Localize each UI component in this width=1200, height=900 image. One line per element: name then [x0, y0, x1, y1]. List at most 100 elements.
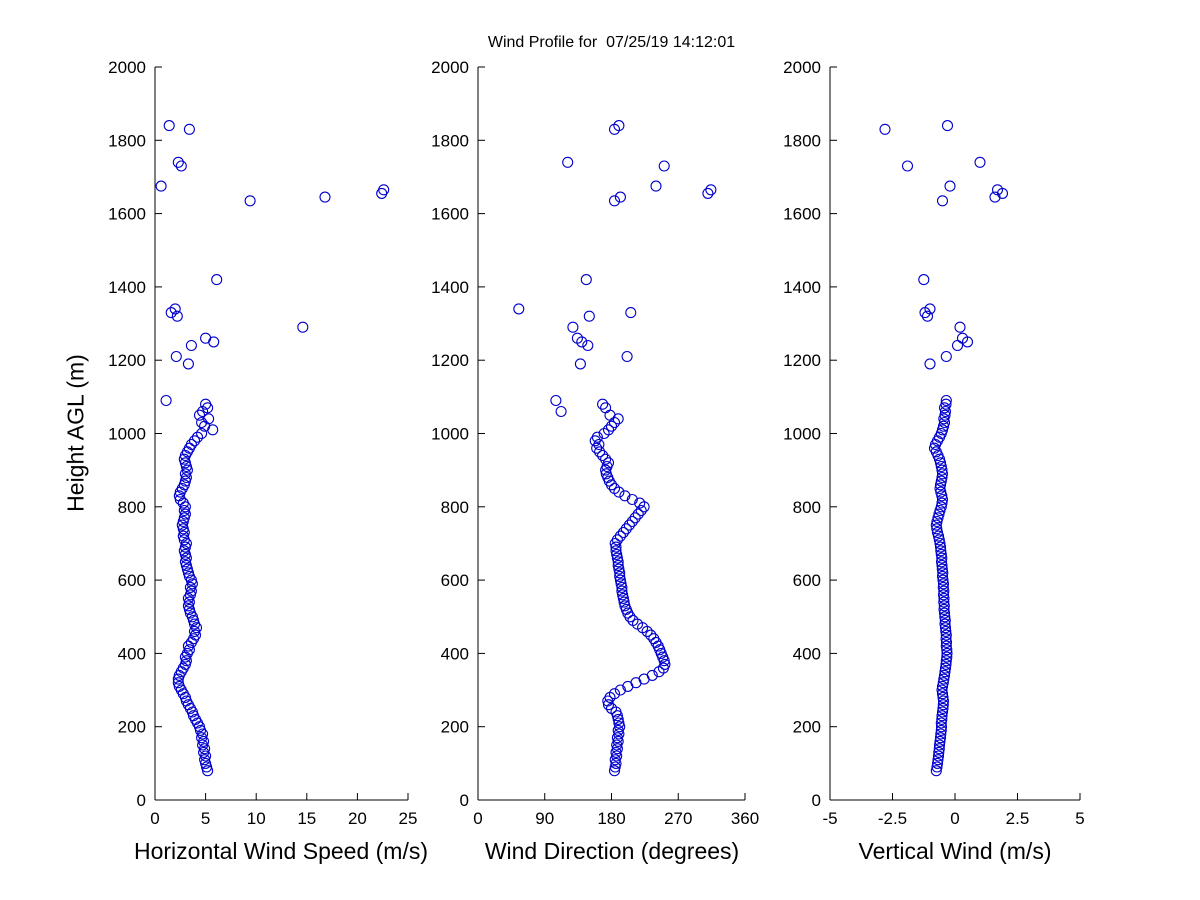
data-point-marker: [937, 581, 949, 593]
data-point-marker: [931, 523, 943, 535]
data-point-marker: [935, 545, 947, 557]
data-point-marker: [645, 629, 657, 641]
data-point-marker: [938, 585, 950, 597]
data-point-marker: [936, 680, 949, 692]
data-point-marker: [200, 332, 212, 344]
data-point-marker: [937, 567, 949, 579]
y-tick-label: 0: [812, 791, 821, 810]
y-tick-label: 800: [118, 498, 146, 517]
data-point-marker: [612, 735, 624, 747]
data-point-marker: [608, 123, 621, 135]
data-point-marker: [936, 195, 949, 207]
data-point-marker: [936, 570, 949, 582]
data-point-marker: [936, 552, 948, 564]
data-point-marker: [937, 699, 949, 711]
data-point-marker: [940, 629, 952, 641]
data-point-marker: [612, 556, 624, 568]
y-tick-label: 1000: [783, 425, 821, 444]
data-point-marker: [593, 438, 605, 451]
data-point-marker: [937, 574, 949, 586]
data-point-marker: [614, 721, 626, 733]
y-tick-label: 1800: [108, 131, 146, 150]
y-tick-label: 2000: [431, 58, 469, 77]
data-point-marker: [244, 195, 256, 207]
data-point-marker: [613, 120, 625, 132]
data-points: [155, 120, 390, 777]
data-point-marker: [936, 563, 948, 575]
data-point-marker: [924, 358, 936, 370]
data-point-marker: [936, 706, 949, 718]
x-tick-label: 270: [664, 809, 692, 828]
data-point-marker: [937, 691, 949, 703]
data-point-marker: [930, 765, 942, 777]
data-point-marker: [939, 409, 951, 421]
y-tick-label: 400: [441, 644, 469, 663]
data-point-marker: [614, 191, 626, 203]
data-point-marker: [567, 321, 579, 333]
data-point-marker: [172, 677, 184, 689]
x-tick-label: 5: [1075, 809, 1084, 828]
y-tick-label: 1600: [431, 205, 469, 224]
data-point-marker: [934, 482, 946, 495]
data-point-marker: [211, 274, 223, 286]
data-point-marker: [617, 589, 629, 601]
y-tick-label: 2000: [783, 58, 821, 77]
x-tick-label: 20: [348, 809, 367, 828]
data-point-marker: [188, 435, 201, 447]
data-point-marker: [615, 578, 627, 590]
data-point-marker: [941, 651, 953, 663]
data-point-marker: [196, 427, 208, 440]
data-point-marker: [621, 350, 633, 363]
data-point-marker: [623, 519, 635, 531]
data-point-marker: [931, 761, 943, 773]
y-tick-label: 200: [793, 718, 821, 737]
data-point-marker: [659, 658, 671, 670]
data-point-marker: [941, 644, 953, 656]
data-point-marker: [939, 611, 951, 623]
x-tick-label: 15: [297, 809, 316, 828]
data-point-marker: [938, 603, 950, 615]
data-point-marker: [597, 398, 609, 410]
x-tick-label: -5: [822, 809, 837, 828]
data-point-marker: [921, 310, 934, 322]
data-point-marker: [175, 160, 187, 172]
data-point-marker: [319, 191, 331, 203]
data-point-marker: [591, 431, 603, 443]
data-point-marker: [605, 420, 618, 432]
data-point-marker: [939, 618, 951, 630]
data-point-marker: [611, 548, 623, 560]
data-point-marker: [879, 123, 891, 135]
data-point-marker: [941, 120, 954, 132]
data-point-marker: [618, 596, 630, 608]
x-tick-label: 360: [731, 809, 759, 828]
x-tick-label: 180: [597, 809, 625, 828]
data-point-marker: [940, 655, 952, 667]
data-point-marker: [608, 195, 621, 207]
data-point-marker: [614, 570, 626, 582]
x-axis-label-vertical-wind: Vertical Wind (m/s): [858, 838, 1052, 864]
data-point-marker: [582, 339, 594, 352]
data-point-marker: [934, 541, 947, 553]
data-point-marker: [626, 493, 638, 506]
data-point-marker: [165, 307, 177, 319]
y-tick-label: 1200: [108, 351, 146, 370]
data-point-marker: [939, 614, 951, 626]
data-point-marker: [193, 409, 206, 421]
data-point-marker: [924, 303, 936, 315]
data-point-marker: [933, 534, 945, 546]
data-point-marker: [901, 160, 914, 172]
x-tick-label: 25: [399, 809, 418, 828]
y-tick-label: 2000: [108, 58, 146, 77]
data-point-marker: [611, 534, 623, 546]
data-point-marker: [635, 504, 647, 517]
data-point-marker: [650, 180, 662, 192]
data-point-marker: [931, 526, 944, 539]
data-point-marker: [939, 622, 952, 634]
data-point-marker: [605, 702, 618, 714]
data-point-marker: [610, 545, 622, 557]
data-point-marker: [940, 633, 952, 645]
data-point-marker: [933, 743, 945, 755]
data-point-marker: [938, 669, 951, 681]
data-point-marker: [940, 350, 952, 363]
